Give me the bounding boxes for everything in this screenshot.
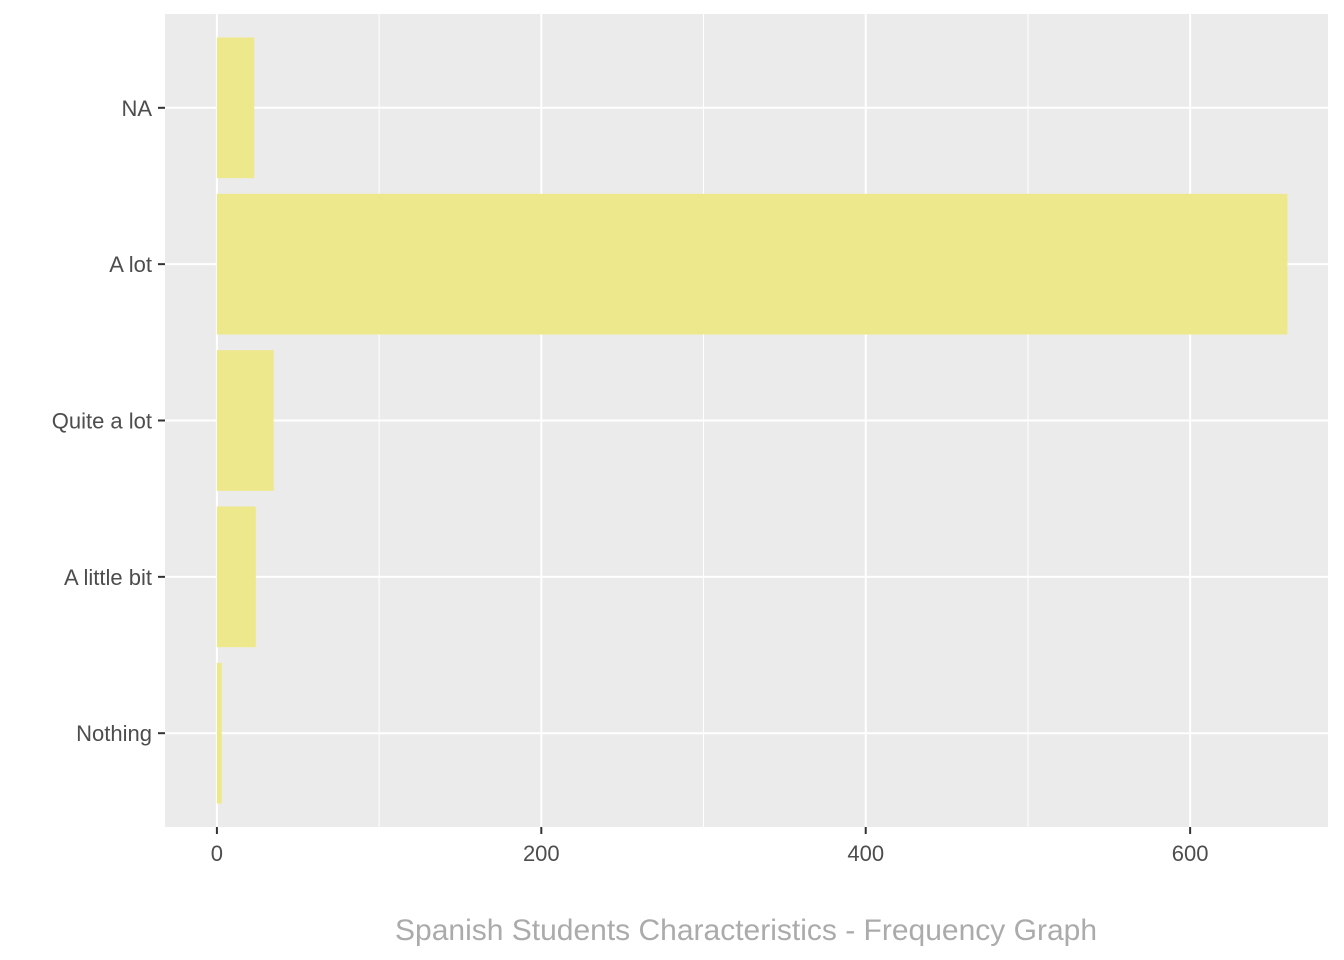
x-tick-label: 400 <box>847 841 884 866</box>
x-axis: 0 200 400 600 <box>211 827 1209 866</box>
y-tick-label: NA <box>121 96 152 121</box>
y-tick-label: Quite a lot <box>52 409 152 434</box>
y-axis: Nothing A little bit Quite a lot A lot NA <box>52 96 165 746</box>
bar-a-little-bit <box>216 506 256 648</box>
x-tick-label: 600 <box>1172 841 1209 866</box>
bars <box>216 37 1288 804</box>
x-tick-label: 0 <box>211 841 223 866</box>
bar-a-lot <box>216 193 1288 335</box>
bar-quite-a-lot <box>216 350 274 491</box>
y-tick-label: Nothing <box>76 721 152 746</box>
y-tick-label: A little bit <box>64 565 152 590</box>
x-tick-label: 200 <box>523 841 560 866</box>
y-tick-label: A lot <box>109 252 152 277</box>
bar-na <box>216 37 255 179</box>
x-axis-title: Spanish Students Characteristics - Frequ… <box>395 914 1097 947</box>
bar-nothing <box>216 662 222 804</box>
